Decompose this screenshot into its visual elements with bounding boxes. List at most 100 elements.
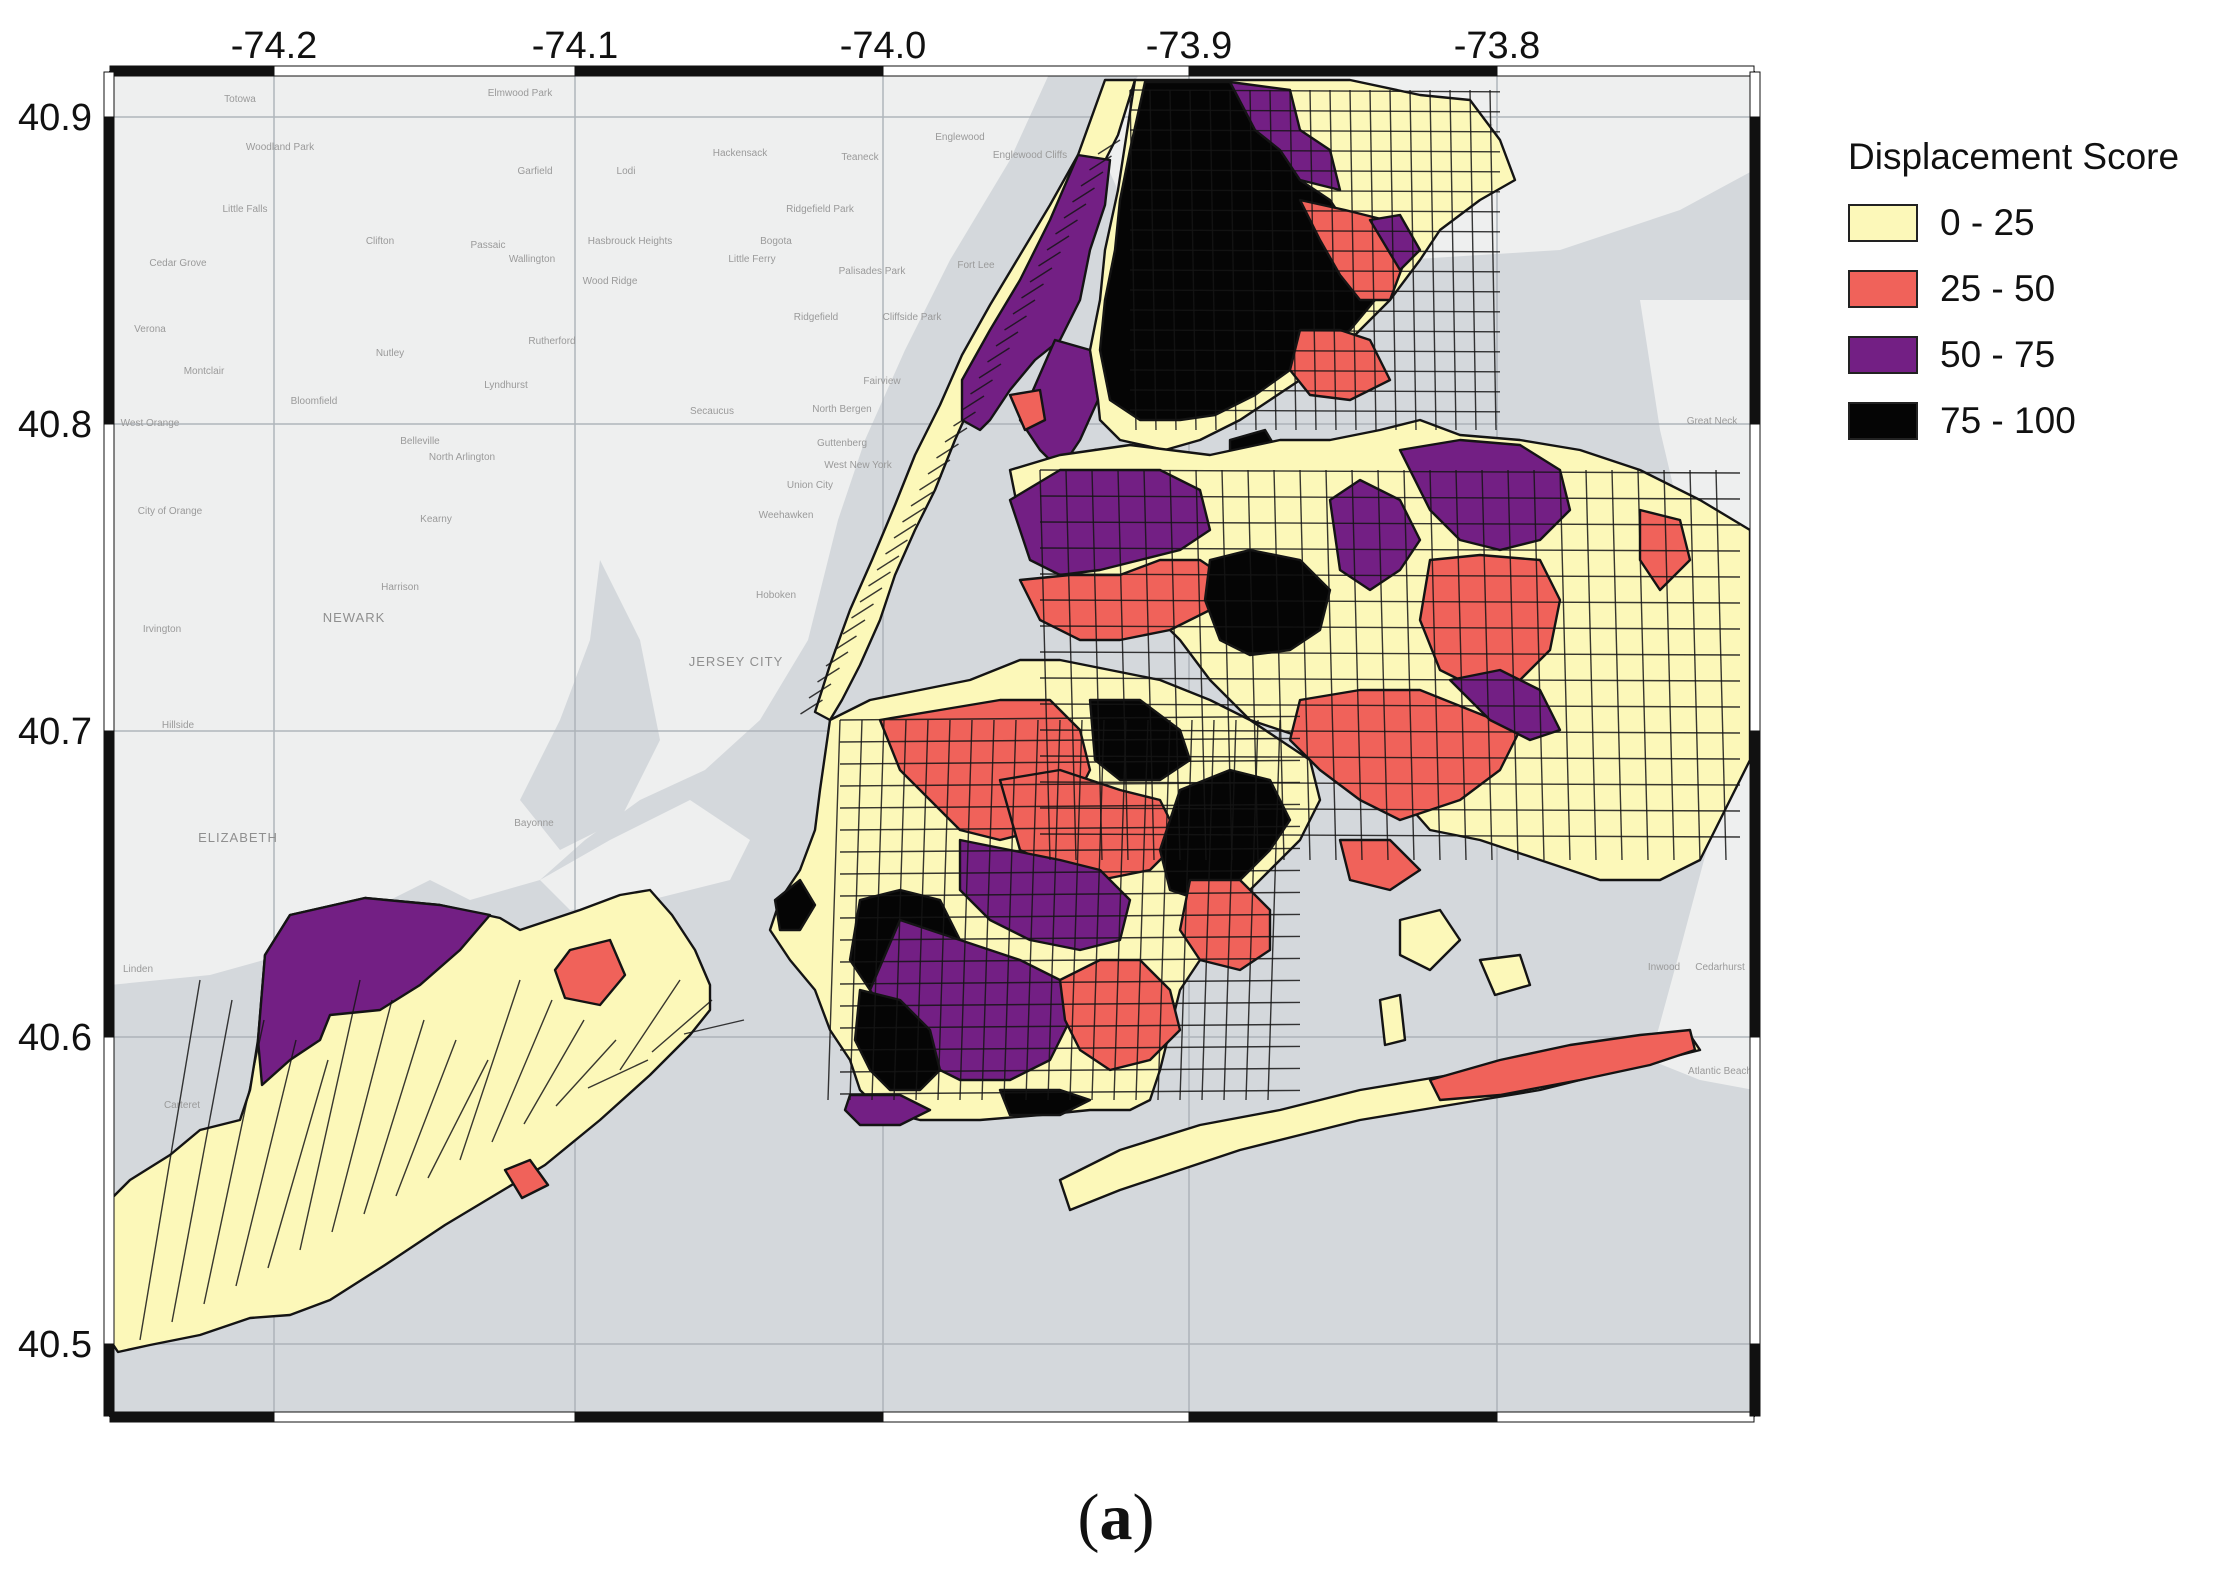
place-label: Passaic [470,240,505,251]
legend-swatch-0-25 [1848,204,1918,242]
broad-channel[interactable] [1378,993,1407,1047]
nassau-land [1640,300,1754,1090]
map-frame [103,65,1761,1423]
place-label: West New York [824,460,893,471]
place-label: Rutherford [528,336,575,347]
jamaica-bay-island-2[interactable] [1478,953,1532,997]
jamaica-bay-island[interactable] [1398,908,1462,972]
bronx-purple-east[interactable] [1368,213,1422,272]
legend-label: 25 - 50 [1940,268,2056,309]
place-label: Atlantic Beach [1688,1066,1752,1077]
legend-title: Displacement Score [1848,136,2180,177]
place-label: Belleville [400,436,440,447]
latitude-ticks: 40.9 40.8 40.7 40.6 40.5 [18,97,92,1366]
newark-bay [520,560,660,850]
place-label: Englewood Cliffs [993,150,1067,161]
brighton-black[interactable] [998,1088,1092,1117]
legend-swatch-50-75 [1848,336,1918,374]
caption-letter: a [1099,1481,1133,1554]
place-label: Palisades Park [839,266,907,277]
longitude-ticks: -74.2 -74.1 -74.0 -73.9 -73.8 [231,25,1541,67]
place-label: Ridgefield Park [786,204,855,215]
place-label: ELIZABETH [198,830,278,845]
place-label: Secaucus [690,406,734,417]
place-label: Verona [134,324,166,335]
place-label: Hillside [162,720,195,731]
place-label: North Arlington [429,452,495,463]
place-label: Carteret [164,1100,200,1111]
place-label: Wood Ridge [583,276,638,287]
canarsie-red[interactable] [1178,878,1272,972]
far-rockaway-red[interactable] [1428,1028,1697,1102]
place-label: Teaneck [841,152,879,163]
upper-manhattan[interactable] [960,153,1112,432]
place-label: JERSEY CITY [689,654,784,669]
legend-item-25-50: 25 - 50 [1848,256,2179,322]
place-label: North Bergen [812,404,871,415]
bayonne-land [540,800,750,910]
place-label: Little Ferry [728,254,775,265]
legend-item-0-25: 0 - 25 [1848,190,2179,256]
legend-label: 75 - 100 [1940,400,2076,441]
latitude-tick-label: 40.5 [18,1324,92,1366]
lower-east-side[interactable] [1008,388,1047,432]
place-label: Wallington [509,254,555,265]
place-label: Bayonne [514,818,554,829]
place-label: Great Neck [1687,416,1739,427]
place-label: Linden [123,964,153,975]
legend-item-75-100: 75 - 100 [1848,388,2179,454]
staten-island-north-shore[interactable] [256,896,492,1087]
queens-southeast-red[interactable] [1338,838,1422,892]
place-label: Little Falls [222,204,267,215]
red-hook-black[interactable] [773,878,817,932]
place-label: Hackensack [713,148,768,159]
place-label: West Orange [121,418,180,429]
place-label: Inwood [1648,962,1680,973]
jamaica-purple[interactable] [1448,668,1562,742]
longitude-tick-label: -74.0 [840,25,927,67]
place-label: Clifton [366,236,394,247]
place-label: City of Orange [138,506,203,517]
latitude-tick-label: 40.6 [18,1017,92,1059]
flushing-purple[interactable] [1398,438,1572,552]
staten-island-mid[interactable] [553,938,627,1007]
legend: Displacement Score 0 - 25 25 - 50 50 - 7… [1848,136,2179,454]
place-label: Weehawken [759,510,814,521]
place-label: Fort Lee [957,260,995,271]
longitude-tick-label: -73.9 [1146,25,1233,67]
place-labels: Totowa Elmwood Park Woodland Park Hackensac… [121,88,1752,1111]
legend-label: 50 - 75 [1940,334,2056,375]
figure-caption: (a) [0,1480,2232,1556]
latitude-tick-label: 40.8 [18,404,92,446]
place-label: Union City [787,480,833,491]
place-label: Fairview [863,376,901,387]
place-label: Englewood [935,132,984,143]
longitude-tick-label: -74.1 [532,25,619,67]
place-label: Bogota [760,236,792,247]
legend-swatch-75-100 [1848,402,1918,440]
place-label: Lyndhurst [484,380,528,391]
staten-island[interactable] [110,888,712,1354]
place-label: Ridgefield [794,312,838,323]
place-label: Cliffside Park [883,312,943,323]
legend-item-50-75: 50 - 75 [1848,322,2179,388]
longitude-tick-label: -73.8 [1454,25,1541,67]
bronx-purple-west[interactable] [1228,80,1342,192]
caption-close: ) [1132,1481,1155,1554]
new-jersey-land [110,72,1050,985]
longitude-tick-label: -74.2 [231,25,318,67]
latitude-tick-label: 40.7 [18,711,92,753]
place-label: Elmwood Park [488,88,553,99]
legend-label: 0 - 25 [1940,202,2035,243]
place-label: Kearny [420,514,452,525]
place-label: Montclair [184,366,225,377]
place-label: Lodi [617,166,636,177]
coney-island-purple[interactable] [843,1093,932,1127]
place-label: Hasbrouck Heights [588,236,672,247]
tract-boundaries [139,89,1741,1341]
caption-open: ( [1077,1481,1100,1554]
lower-bay [110,1160,1754,1416]
place-label: Guttenberg [817,438,867,449]
staten-island-south[interactable] [503,1158,550,1200]
